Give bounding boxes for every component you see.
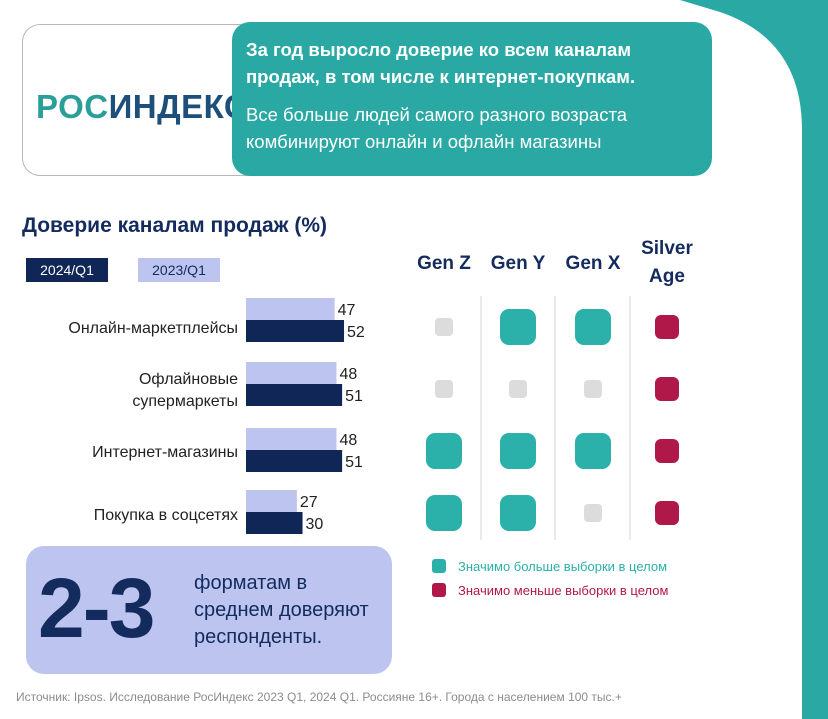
matrix-cell-neutral [584, 380, 602, 398]
bar-value-label: 48 [339, 366, 357, 383]
bar-2024-Q1 [246, 512, 303, 534]
headline-card [232, 22, 712, 176]
bar-2023-Q1 [246, 428, 337, 450]
brand-part-1: РОС [36, 88, 109, 125]
category-label: Онлайн-маркетплейсы [68, 320, 238, 337]
legend-more-label: Значимо больше выборки в целом [458, 559, 668, 574]
matrix-cell-more [500, 495, 536, 531]
source-note: Источник: Ipsos. Исследование РосИндекс … [16, 690, 622, 704]
bar-value-label: 51 [345, 454, 363, 471]
bar-value-label: 27 [300, 494, 318, 511]
bar-2024-Q1 [246, 384, 343, 406]
highlight-text: форматам в среднем доверяют респонденты. [194, 572, 369, 648]
highlight-card [26, 546, 392, 674]
bar-value-label: 51 [345, 388, 363, 405]
bar-2023-Q1 [246, 490, 297, 512]
matrix-cell-more [426, 433, 462, 469]
category-label: Интернет-магазины [92, 444, 238, 461]
chart-title: Доверие каналам продаж (%) [22, 214, 328, 237]
legend-2023: 2023/Q1 [138, 258, 220, 282]
bar-value-label: 47 [338, 302, 356, 319]
matrix-cell-more [500, 433, 536, 469]
bar-2024-Q1 [246, 450, 343, 472]
headline-subtitle: Все больше людей самого разного возраста… [246, 104, 628, 152]
matrix-cell-more [500, 309, 536, 345]
matrix-cell-more [426, 495, 462, 531]
headline-title: За год выросло доверие ко всем каналам п… [246, 39, 636, 87]
matrix-cell-neutral [509, 380, 527, 398]
legend-more-swatch [432, 559, 446, 573]
matrix-cell-neutral [435, 380, 453, 398]
bar-2024-Q1 [246, 320, 344, 342]
gen-header-gen-x: Gen X [565, 253, 621, 274]
bar-value-label: 48 [339, 432, 357, 449]
legend-2024: 2024/Q1 [26, 258, 108, 282]
brand-part-2: ИНДЕКС [108, 88, 249, 125]
bar-2023-Q1 [246, 298, 335, 320]
category-label: Офлайновые супермаркеты [132, 371, 238, 410]
matrix-cell-neutral [435, 318, 453, 336]
legend-less-swatch [432, 583, 446, 597]
legend-less-label: Значимо меньше выборки в целом [458, 583, 669, 598]
matrix-cell-less [655, 315, 679, 339]
matrix-cell-less [655, 439, 679, 463]
category-label: Покупка в соцсетях [93, 507, 238, 524]
gen-header-gen-y: Gen Y [490, 253, 546, 274]
matrix-cell-more [575, 309, 611, 345]
brand-logo: РОСИНДЕКС [36, 88, 248, 126]
matrix-cell-neutral [584, 504, 602, 522]
bar-2023-Q1 [246, 362, 337, 384]
matrix-cell-more [575, 433, 611, 469]
bar-value-label: 52 [347, 324, 365, 341]
gen-header-gen-z: Gen Z [417, 253, 471, 274]
gen-header-silver-age: Silver Age [641, 238, 693, 287]
matrix-cell-less [655, 377, 679, 401]
bar-value-label: 30 [306, 516, 324, 533]
highlight-number: 2-3 [38, 561, 155, 655]
matrix-cell-less [655, 501, 679, 525]
